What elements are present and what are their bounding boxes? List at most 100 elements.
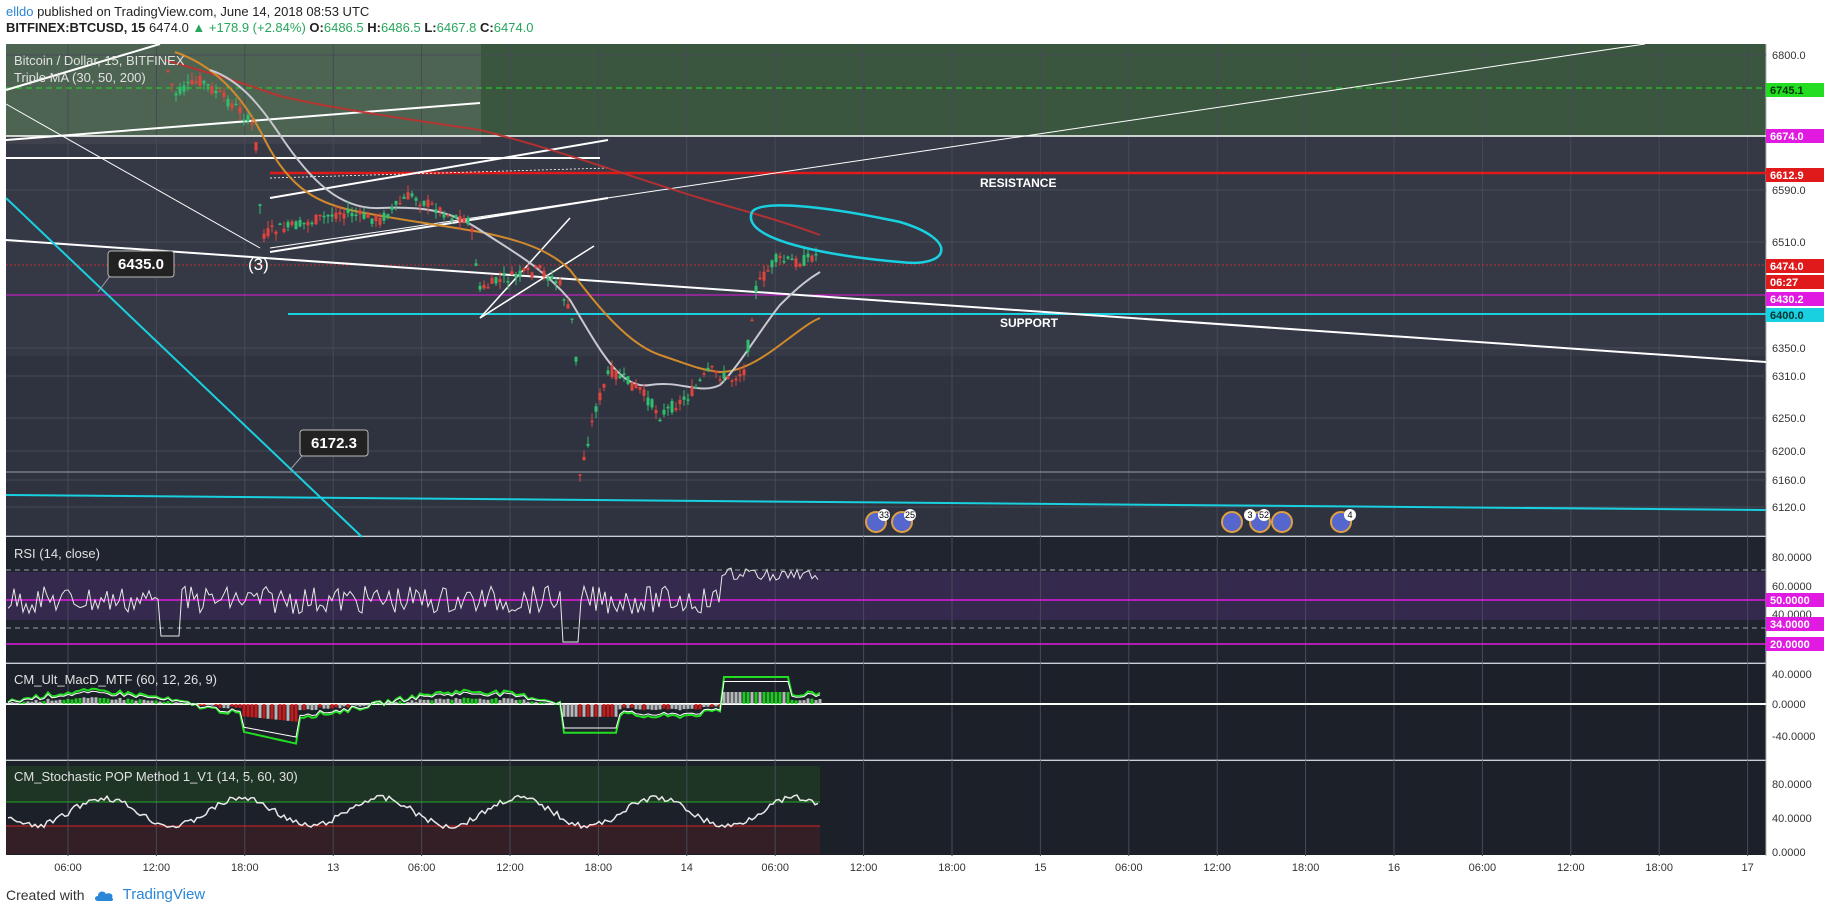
macd-bar — [286, 704, 290, 721]
callout-6172-text: 6172.3 — [311, 435, 357, 452]
descending-channel-line[interactable] — [5, 197, 363, 538]
candle-body — [442, 213, 446, 218]
macd-bar — [490, 698, 494, 704]
candle-body — [502, 273, 506, 276]
macd-bar — [394, 701, 398, 704]
candle-body — [710, 365, 714, 368]
candle-body — [238, 107, 242, 114]
candle-body — [422, 200, 426, 206]
macd-line — [7, 676, 821, 745]
macd-bar — [514, 700, 518, 704]
candle-body — [646, 397, 650, 406]
candle-body — [434, 209, 438, 214]
footer: Created with TradingView — [6, 886, 205, 903]
macd-bar — [562, 704, 566, 717]
rsi-tags: 50.0000 34.0000 20.0000 — [1766, 593, 1824, 651]
macd-bar — [474, 698, 478, 704]
macd-bar — [606, 704, 610, 717]
candle-body — [186, 81, 190, 84]
time-axis[interactable] — [6, 856, 1766, 874]
ellipse-annotation[interactable] — [749, 204, 943, 265]
main-legend-ma[interactable]: Triple MA (30, 50, 200) — [14, 70, 146, 85]
macd-bar — [314, 704, 318, 710]
macd-bar — [402, 702, 406, 704]
price-tag-label: 6400.0 — [1770, 310, 1804, 322]
macd-bar — [626, 704, 630, 709]
rsi-tick: 60.0000 — [1772, 581, 1812, 593]
macd-bar — [94, 697, 98, 704]
candle-body — [718, 379, 722, 381]
macd-bar — [590, 704, 594, 717]
last-price: 6474.0 — [149, 20, 189, 35]
time-tick: 18:00 — [1645, 862, 1673, 874]
price-tick: 6310.0 — [1772, 371, 1806, 383]
macd-bar — [238, 704, 242, 708]
stoch-tick: 80.0000 — [1772, 779, 1812, 791]
candle-body — [550, 276, 554, 279]
macd-bar — [90, 697, 94, 704]
macd-bar — [302, 704, 306, 711]
macd-bar — [50, 700, 54, 704]
stoch-tick: 40.0000 — [1772, 813, 1812, 825]
vertical-grid — [67, 44, 1749, 856]
macd-bar — [178, 702, 182, 704]
price-tag-box — [1766, 292, 1824, 306]
tradingview-link[interactable]: TradingView — [122, 886, 206, 903]
time-tick: 12:00 — [143, 862, 171, 874]
price-tags[interactable]: 6745.1 6674.0 6612.9 6474.0 06:27 6430.2 6400.… — [1766, 83, 1824, 322]
event-badges[interactable]: 33 25 3 52 4 — [865, 509, 1356, 533]
callout-6435[interactable] — [107, 250, 175, 278]
macd-bar — [266, 704, 270, 719]
candle-body — [182, 85, 186, 92]
stoch-legend[interactable]: CM_Stochastic POP Method 1_V1 (14, 5, 60… — [14, 769, 298, 784]
author-link[interactable]: elldo — [6, 4, 34, 19]
candle-body — [354, 214, 358, 217]
price-tick: 6510.0 — [1772, 237, 1806, 249]
macd-bar — [102, 697, 106, 704]
macd-bar — [486, 699, 490, 704]
macd-bar — [110, 699, 114, 704]
time-tick: 17 — [1741, 862, 1753, 874]
macd-bar — [158, 701, 162, 704]
stoch-oversold-zone — [6, 826, 820, 854]
macd-bar — [442, 699, 446, 704]
macd-bar — [362, 704, 366, 707]
rsi-legend[interactable]: RSI (14, close) — [14, 546, 100, 561]
low-label: L: — [424, 20, 437, 35]
candle-body — [738, 374, 742, 377]
macd-bar — [130, 699, 134, 704]
price-tag-box — [1766, 259, 1824, 273]
candle-body — [438, 207, 442, 212]
macd-bar — [78, 698, 82, 704]
trendlines[interactable] — [5, 43, 1767, 363]
callout-6172[interactable] — [299, 429, 369, 457]
macd-legend[interactable]: CM_Ult_MacD_MTF (60, 12, 26, 9) — [14, 672, 217, 687]
candle-body — [490, 278, 494, 284]
price-tick: 6200.0 — [1772, 446, 1806, 458]
price-tag-box — [1766, 83, 1824, 97]
candle-body — [714, 370, 718, 374]
candle-body — [254, 142, 258, 151]
rsi-tag: 20.0000 — [1770, 639, 1810, 651]
lower-support-trendline[interactable] — [5, 494, 1767, 511]
macd-bar — [410, 700, 414, 704]
macd-bar — [230, 704, 234, 707]
macd-pane[interactable] — [6, 664, 1766, 760]
time-tick: 06:00 — [761, 862, 789, 874]
macd-bar — [594, 704, 598, 717]
macd-bar — [658, 704, 662, 710]
candlestick-series[interactable] — [166, 69, 818, 482]
candle-body — [638, 387, 642, 390]
candle-body — [418, 204, 422, 207]
candle-body — [486, 287, 490, 289]
candle-body — [330, 214, 334, 217]
macd-bar — [502, 698, 506, 704]
main-legend-symbol[interactable]: Bitcoin / Dollar, 15, BITFINEX — [14, 53, 185, 68]
macd-bar — [186, 703, 190, 704]
macd-bar — [82, 697, 86, 704]
macd-bar — [378, 702, 382, 704]
macd-bar — [106, 698, 110, 704]
macd-bar — [582, 704, 586, 717]
candle-body — [666, 406, 670, 409]
